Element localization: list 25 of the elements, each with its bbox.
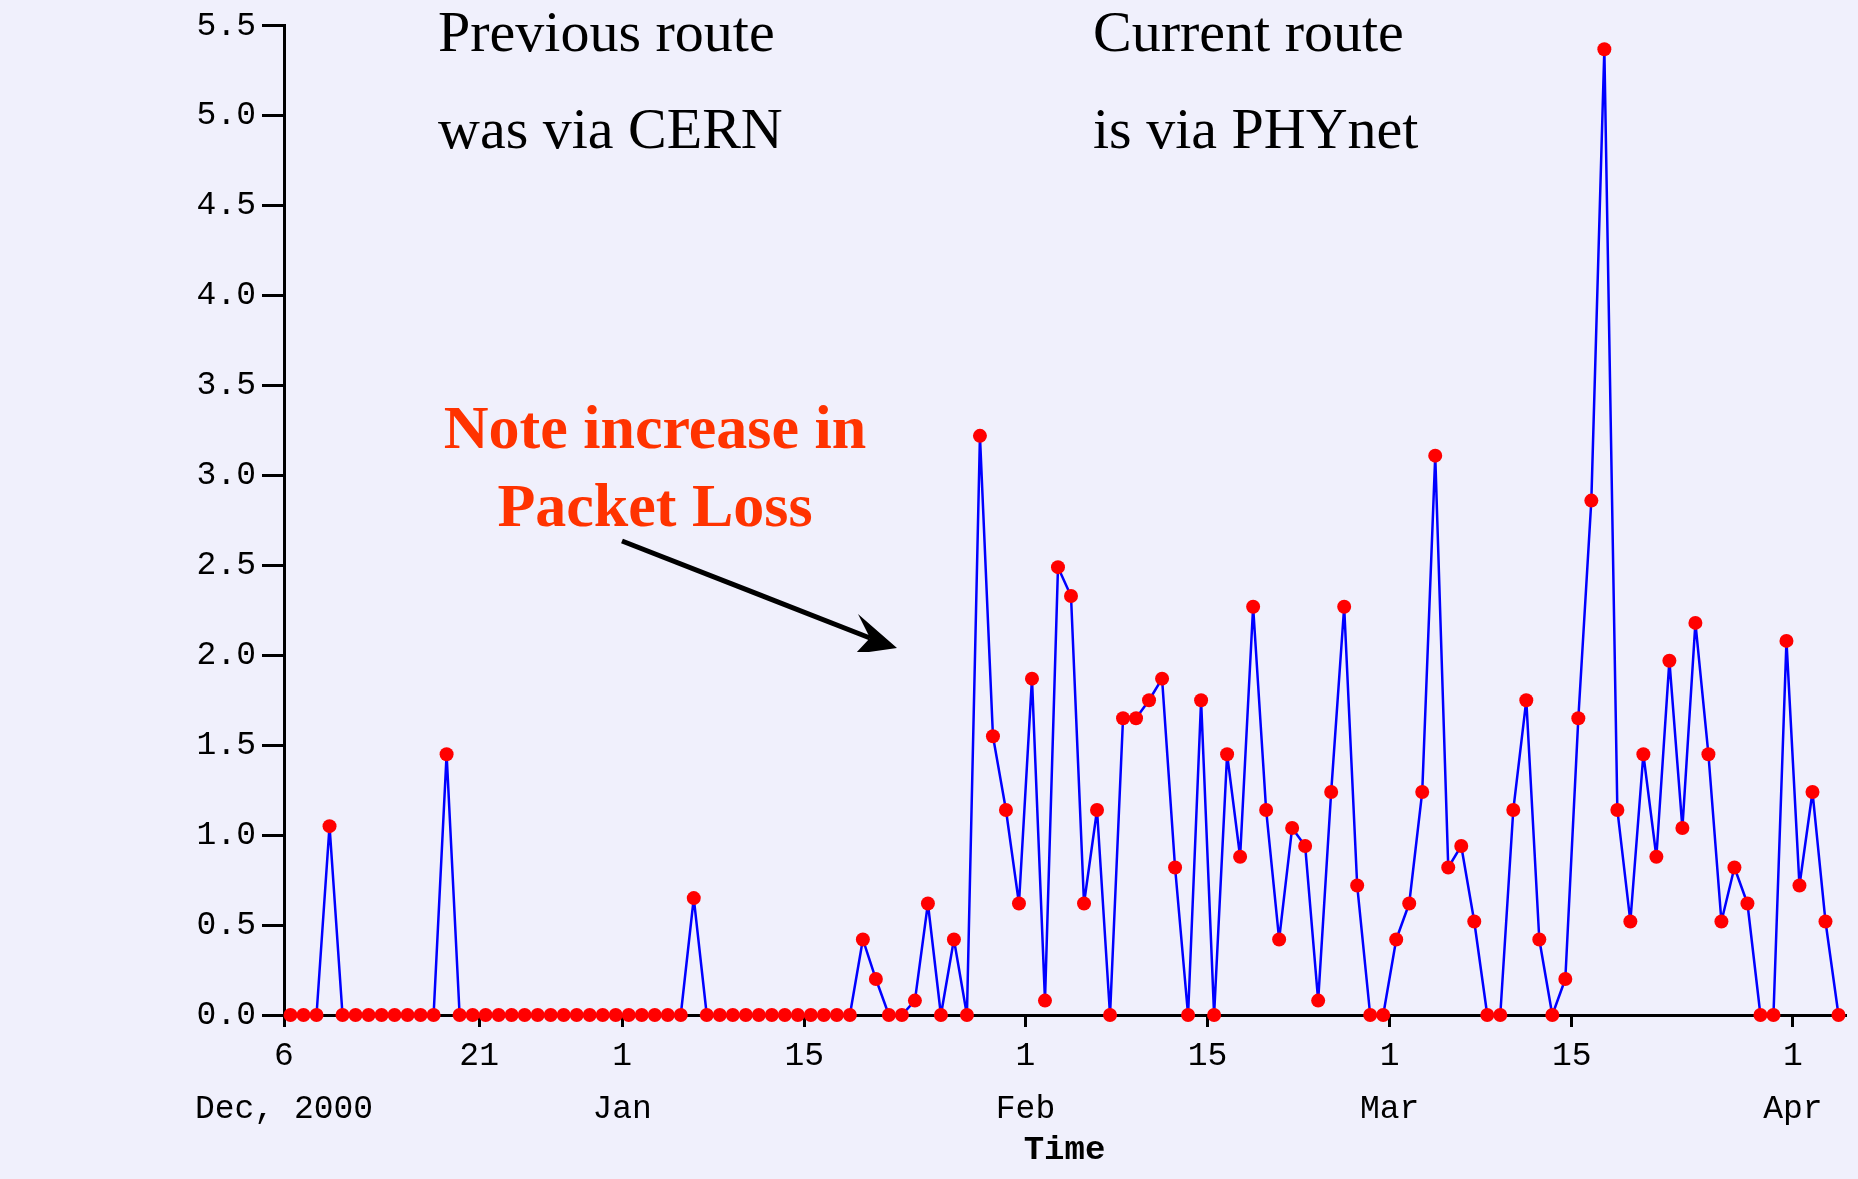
annotation: Current route is via PHYnet — [1093, 0, 1419, 162]
y-tick-label: 0.0 — [196, 996, 256, 1034]
x-tick-label: 1 Jan — [592, 1038, 652, 1128]
annotation: Note increase in Packet Loss — [443, 393, 867, 540]
x-tick-label: 1 Apr — [1763, 1038, 1823, 1128]
y-tick-label: 1.0 — [196, 816, 256, 854]
x-tick-label: 21 — [459, 1038, 499, 1076]
annotation: Previous route was via CERN — [438, 0, 783, 162]
y-tick-label: 0.5 — [196, 906, 256, 944]
x-tick-label: 6 Dec, 2000 — [194, 1038, 374, 1128]
y-tick-label: 1.5 — [196, 726, 256, 764]
y-tick-label: 3.5 — [196, 367, 256, 405]
x-tick-label: 1 Feb — [995, 1038, 1056, 1128]
y-tick-label: 2.5 — [196, 547, 256, 585]
x-tick-label: 1 Mar — [1360, 1038, 1420, 1128]
y-tick-label: 2.0 — [196, 637, 256, 675]
x-tick-label: 15 — [1552, 1038, 1592, 1076]
y-tick-label: 5.5 — [196, 7, 256, 45]
x-tick-label: 15 — [1187, 1038, 1228, 1076]
y-tick-label: 3.0 — [196, 457, 256, 495]
y-tick-label: 5.0 — [196, 97, 256, 135]
y-tick-label: 4.0 — [196, 277, 256, 315]
x-tick-label: 15 — [784, 1038, 825, 1076]
x-axis-title: Time — [1023, 1131, 1106, 1170]
y-tick-label: 4.5 — [196, 187, 256, 225]
